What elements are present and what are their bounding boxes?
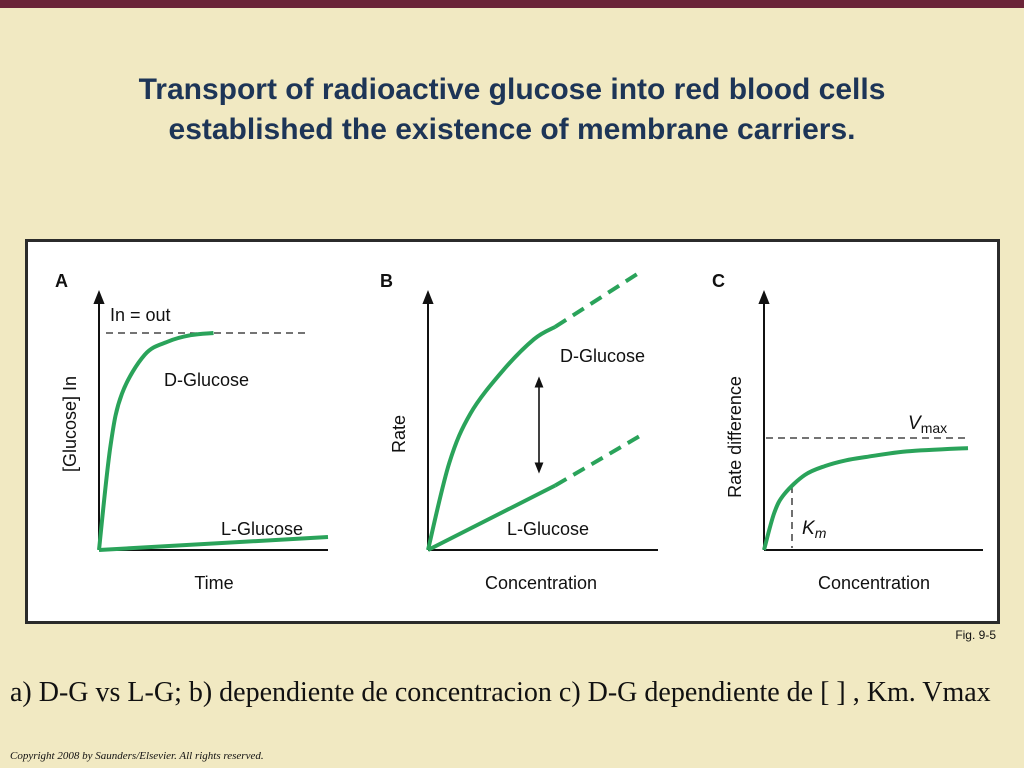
panel-c-letter: C (712, 271, 725, 291)
panel-b-l-glucose-extrapolation (554, 434, 642, 488)
slide-title: Transport of radioactive glucose into re… (0, 70, 1024, 150)
slide-title-line-2: established the existence of membrane ca… (168, 113, 856, 146)
panel-a-in-out-label: In = out (110, 305, 171, 325)
panel-b-y-label: Rate (389, 415, 409, 453)
panel-a-l-glucose-curve (98, 535, 329, 552)
panel-b: B D-Glucose L-Glucose Concentration Rate (380, 270, 658, 593)
panel-b-letter: B (380, 271, 393, 291)
panel-a-letter: A (55, 271, 68, 291)
panel-a-d-glucose-label: D-Glucose (164, 370, 249, 390)
figure-panel: A In = out D-Glucose L-Glucose Time [Glu… (25, 239, 1000, 624)
panel-a-y-label: [Glucose] In (60, 376, 80, 472)
panel-b-d-glucose-label: D-Glucose (560, 346, 645, 366)
panel-b-x-label: Concentration (485, 573, 597, 593)
slide-title-line-1: Transport of radioactive glucose into re… (138, 73, 886, 106)
top-accent-bar (0, 0, 1024, 8)
panel-c-y-label: Rate difference (725, 376, 745, 498)
panel-b-l-glucose-label: L-Glucose (507, 519, 589, 539)
panel-c-km-label: Km (802, 518, 827, 541)
panel-c-x-label: Concentration (818, 573, 930, 593)
panel-c: C Vmax Km Concentration Rate difference (712, 271, 983, 593)
figure-svg: A In = out D-Glucose L-Glucose Time [Glu… (55, 270, 983, 593)
panel-a-x-label: Time (194, 573, 233, 593)
panel-b-d-glucose-extrapolation (554, 270, 642, 329)
panel-a-d-glucose-curve (97, 331, 214, 551)
panel-b-d-glucose-curve (426, 325, 557, 551)
figure-number: Fig. 9-5 (955, 628, 996, 642)
panel-b-l-glucose-curve (427, 483, 557, 552)
panel-a: A In = out D-Glucose L-Glucose Time [Glu… (55, 271, 329, 593)
panel-a-l-glucose-label: L-Glucose (221, 519, 303, 539)
slide-caption: a) D-G vs L-G; b) dependiente de concent… (10, 677, 991, 708)
copyright-notice: Copyright 2008 by Saunders/Elsevier. All… (10, 750, 264, 762)
panel-c-vmax-label: Vmax (908, 413, 947, 436)
panel-c-rate-difference-curve (762, 446, 969, 551)
